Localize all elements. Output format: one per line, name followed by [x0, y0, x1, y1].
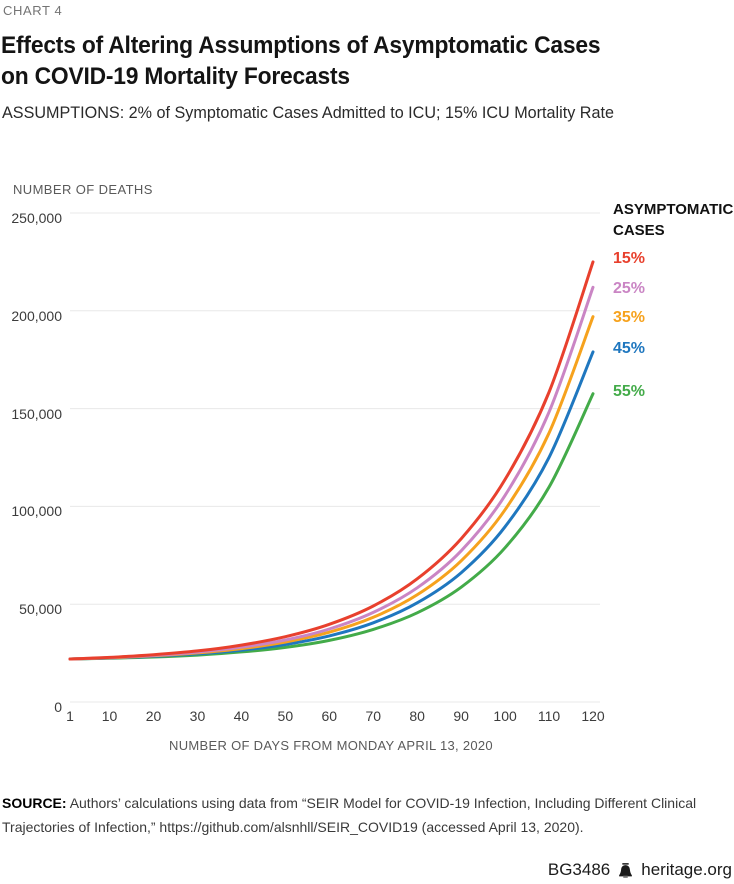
y-tick-label: 100,000: [11, 503, 62, 520]
x-tick-label: 1: [66, 708, 74, 724]
y-tick-label: 200,000: [11, 307, 62, 324]
x-tick-label: 120: [581, 708, 605, 724]
y-tick-label: 50,000: [19, 601, 62, 618]
legend-item-35pct: 35%: [613, 309, 646, 326]
line-series-15pct: [68, 260, 595, 661]
chart-kicker: CHART 4: [3, 3, 63, 18]
y-tick-label: 250,000: [11, 210, 62, 226]
x-tick-label: 60: [321, 708, 338, 724]
heritage-bell-icon: [619, 862, 633, 878]
x-tick-label: 100: [493, 708, 517, 724]
x-tick-label: 10: [101, 708, 118, 724]
x-tick-label: 40: [233, 708, 250, 724]
report-id: BG3486: [547, 860, 611, 879]
y-tick-label: 150,000: [11, 405, 62, 422]
x-tick-label: 70: [365, 708, 382, 724]
legend-title: ASYMPTOMATIC CASES: [613, 201, 734, 239]
legend-item-55pct: 55%: [613, 383, 646, 400]
chart-title-line1: Effects of Altering Assumptions of Asymp…: [1, 32, 601, 59]
x-tick-label: 30: [189, 708, 206, 724]
y-tick-label: 0: [54, 699, 62, 715]
source-note: SOURCE: Authors’ calculations using data…: [2, 791, 714, 839]
source-text: Authors’ calculations using data from “S…: [2, 795, 697, 835]
y-axis-title: NUMBER OF DEATHS: [13, 182, 153, 197]
line-series-45pct: [68, 350, 595, 661]
assumptions-subtitle: ASSUMPTIONS: 2% of Symptomatic Cases Adm…: [2, 104, 614, 122]
chart-title: Effects of Altering Assumptions of Asymp…: [1, 30, 601, 92]
x-axis-title: NUMBER OF DAYS FROM MONDAY APRIL 13, 202…: [169, 738, 493, 753]
x-tick-label: 80: [409, 708, 425, 724]
x-tick-label: 20: [145, 708, 162, 724]
footer-brand: BG3486 heritage.org: [548, 860, 732, 880]
line-series-55pct: [68, 392, 595, 661]
legend-item-45pct: 45%: [613, 340, 646, 357]
x-tick-label: 90: [453, 708, 469, 724]
x-tick-label: 110: [537, 708, 561, 724]
chart-title-line2: on COVID-19 Mortality Forecasts: [1, 63, 350, 90]
legend-item-15pct: 15%: [613, 250, 646, 267]
line-series-35pct: [68, 315, 595, 661]
legend-item-25pct: 25%: [613, 280, 646, 297]
x-tick-label: 50: [277, 708, 294, 724]
source-label: SOURCE:: [2, 795, 67, 811]
line-series-25pct: [68, 285, 595, 661]
site-link: heritage.org: [641, 860, 732, 879]
